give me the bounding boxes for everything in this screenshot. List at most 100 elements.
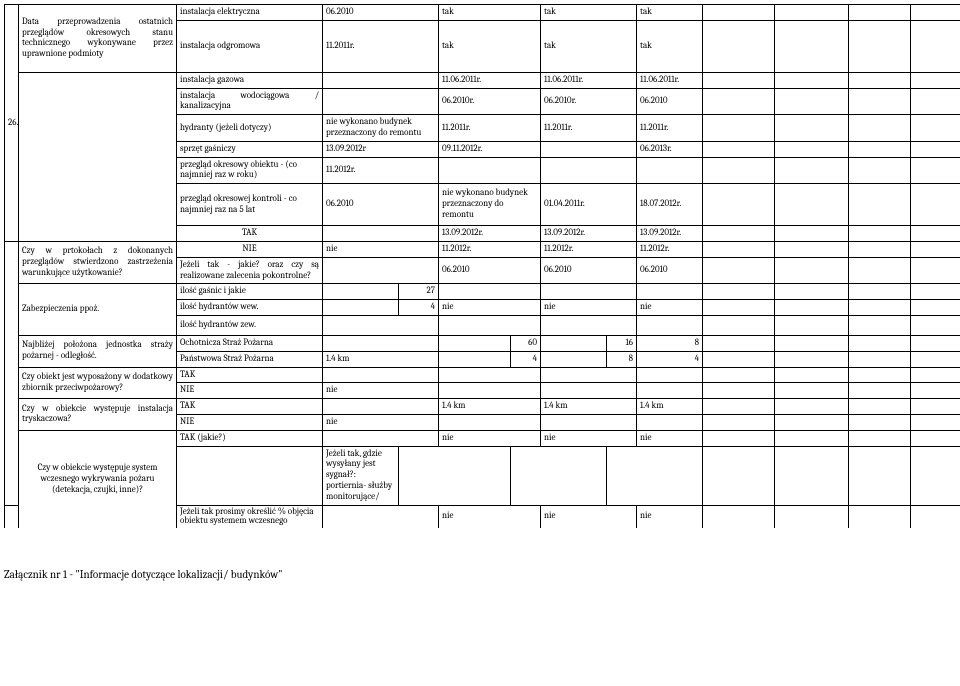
cell (911, 351, 960, 367)
cell: Państwowa Straż Pożarna (177, 351, 323, 367)
cell (849, 430, 911, 446)
cell (775, 446, 849, 505)
cell: 06.2010r. (541, 88, 637, 115)
cell: 16 (607, 335, 637, 351)
cell: Ochotnicza Straż Pożarna (177, 335, 323, 351)
cell: 8 (637, 335, 703, 351)
cell (775, 335, 849, 351)
cell (849, 157, 911, 184)
cell: nie (637, 430, 703, 446)
cell: 13.09.2012r. (541, 226, 637, 242)
cell: 60 (511, 335, 541, 351)
cell: 27 (399, 284, 439, 300)
cell (703, 505, 775, 528)
cell (775, 351, 849, 367)
cell (911, 414, 960, 430)
cell: nie (439, 300, 541, 316)
cell (5, 505, 19, 528)
cell (775, 184, 849, 226)
cell (323, 300, 399, 316)
cell (637, 414, 703, 430)
cell: 4 (637, 351, 703, 367)
label-straz: Najbliżej położona jednostka straży poża… (19, 335, 177, 367)
cell (637, 383, 703, 399)
cell: 1.4 km (439, 399, 541, 415)
cell: Jeżeli tak, gdzie wysyłany jest sygnał?:… (323, 446, 399, 505)
cell (703, 88, 775, 115)
cell: 8 (607, 351, 637, 367)
cell: przegląd okresowy obiektu - (co najmniej… (177, 157, 323, 184)
cell (541, 335, 607, 351)
cell: instalacja gazowa (177, 72, 323, 88)
cell (775, 399, 849, 415)
cell (439, 315, 541, 335)
cell: TAK (jakie?) (177, 430, 323, 446)
cell (775, 141, 849, 157)
cell (775, 88, 849, 115)
cell (911, 505, 960, 528)
table-row: instalacja gazowa 11.06.2011r. 11.06.201… (5, 72, 960, 88)
cell (911, 72, 960, 88)
cell: NIE (177, 383, 323, 399)
cell (775, 20, 849, 72)
cell: 06.2010 (637, 257, 703, 284)
cell (703, 72, 775, 88)
cell: 11.2012r. (637, 241, 703, 257)
cell (911, 5, 960, 21)
cell (703, 20, 775, 72)
cell (703, 284, 775, 300)
cell (849, 72, 911, 88)
cell (323, 88, 439, 115)
cell (439, 284, 541, 300)
cell: nie (323, 241, 439, 257)
cell: TAK (177, 399, 323, 415)
cell: nie (637, 300, 703, 316)
cell (703, 446, 775, 505)
cell (703, 399, 775, 415)
cell (849, 115, 911, 142)
cell (911, 430, 960, 446)
table-row: Zabezpieczenia ppoż. ilość gaśnic i jaki… (5, 284, 960, 300)
cell (703, 351, 775, 367)
cell: ilość gaśnic i jakie (177, 284, 323, 300)
cell (911, 284, 960, 300)
table-row: Czy w obiekcie występuje instalacja trys… (5, 399, 960, 415)
cell: instalacja wodociągowa / kanalizacyjna (177, 88, 323, 115)
cell: nie (541, 300, 637, 316)
cell: 11.2012r. (439, 241, 541, 257)
cell: 01.04.2011r. (541, 184, 637, 226)
label-detekcja: Czy w obiekcie występuje system wczesneg… (19, 430, 177, 527)
cell (849, 383, 911, 399)
cell (775, 505, 849, 528)
cell (775, 72, 849, 88)
table-row: Czy w obiekcie występuje system wczesneg… (5, 430, 960, 446)
cell (439, 157, 541, 184)
cell: instalacja elektryczna (177, 5, 323, 21)
cell: 1.4 km (637, 399, 703, 415)
cell: 06.2013r. (637, 141, 703, 157)
cell (775, 5, 849, 21)
cell: nie (637, 505, 703, 528)
cell (703, 241, 775, 257)
cell (541, 414, 637, 430)
cell (323, 399, 439, 415)
cell: 06.2010 (541, 257, 637, 284)
cell (911, 367, 960, 383)
cell (703, 367, 775, 383)
cell (541, 284, 637, 300)
cell (439, 351, 511, 367)
cell (849, 399, 911, 415)
cell: 4 (511, 351, 541, 367)
cell: nie (541, 430, 637, 446)
cell (849, 184, 911, 226)
cell (911, 383, 960, 399)
document-table: 26. Data przeprowadzenia ostatnich przeg… (4, 4, 960, 528)
cell (775, 257, 849, 284)
cell (775, 367, 849, 383)
cell: TAK (177, 226, 323, 242)
cell (607, 446, 703, 505)
label-zbiornik: Czy obiekt jest wyposażony w dodatkowy z… (19, 367, 177, 399)
cell: 4 (399, 300, 439, 316)
cell (323, 226, 439, 242)
footer-text: Załącznik nr 1 - "Informacje dotyczące l… (4, 568, 956, 581)
